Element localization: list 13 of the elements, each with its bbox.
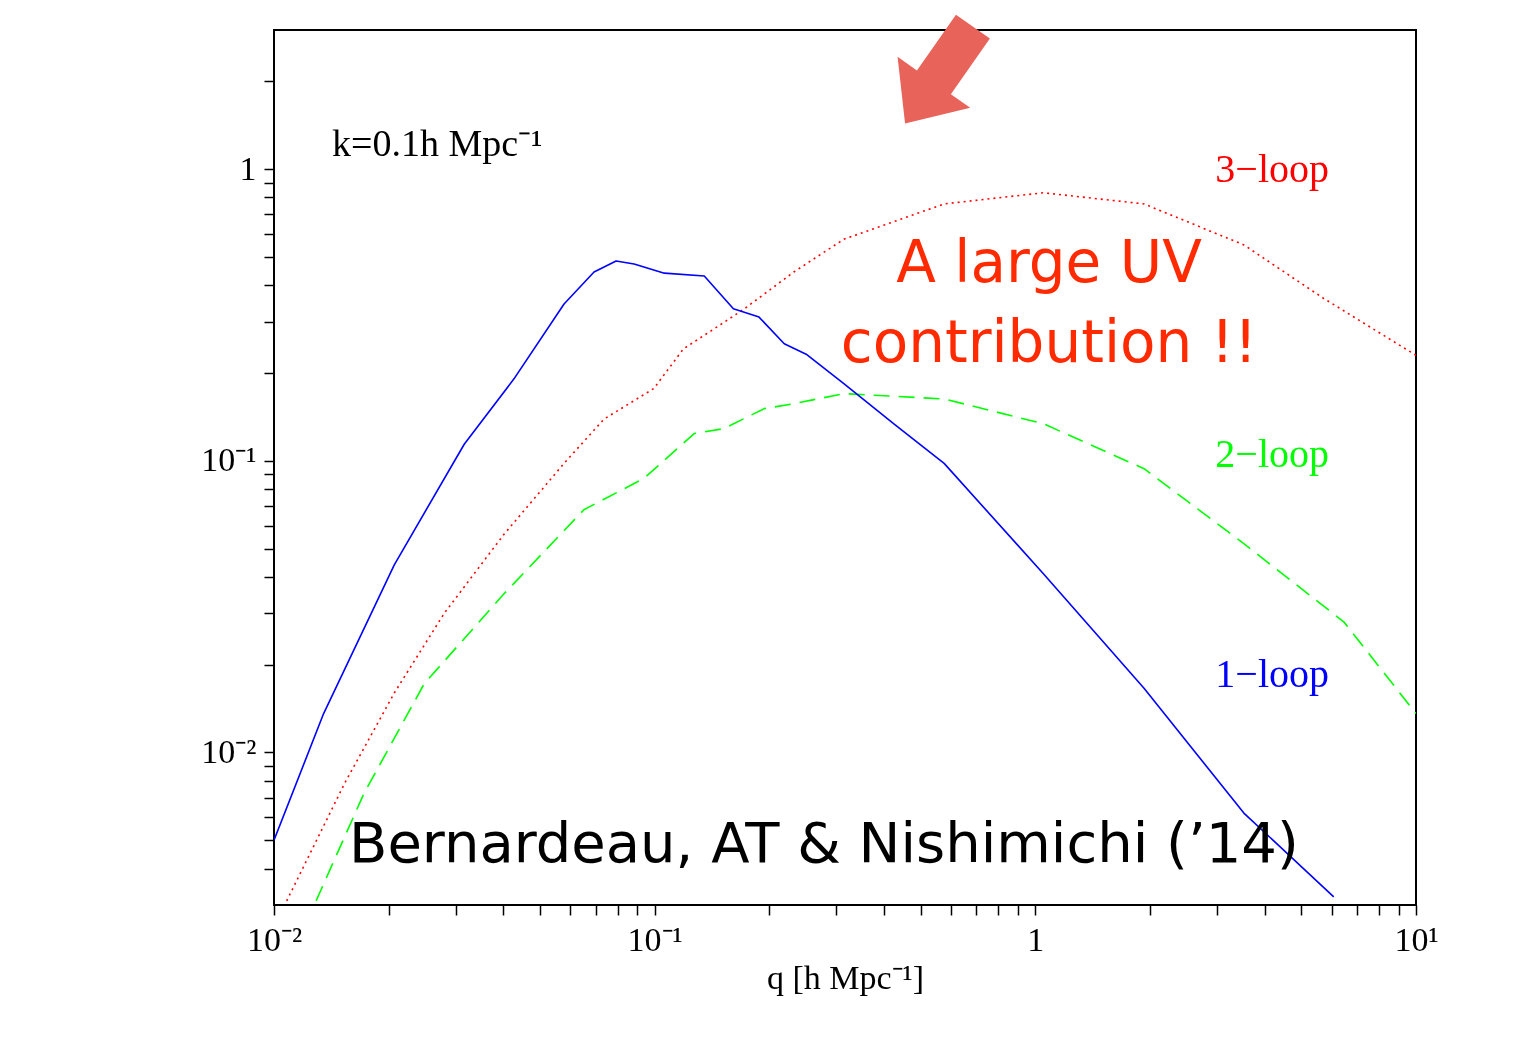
annotation: A large UV contribution !! [840,228,1258,376]
x-tick-label: 10⁻² [246,920,303,958]
y-tick-label: 1 [239,149,257,187]
series-label: 3−loop [1215,146,1329,191]
series-label: 1−loop [1215,651,1329,696]
x-axis-title: q [h Mpc⁻¹] [766,958,925,996]
x-tick-label: 10¹ [1394,920,1439,958]
y-tick-label: 10⁻¹ [201,441,257,479]
series-label: 2−loop [1215,431,1329,476]
x-tick-label: 1 [1027,920,1045,958]
y-tick-label: 10⁻² [201,732,257,770]
x-tick-label: 10⁻¹ [627,920,683,958]
annotation: k=0.1h Mpc⁻¹ [332,122,543,164]
